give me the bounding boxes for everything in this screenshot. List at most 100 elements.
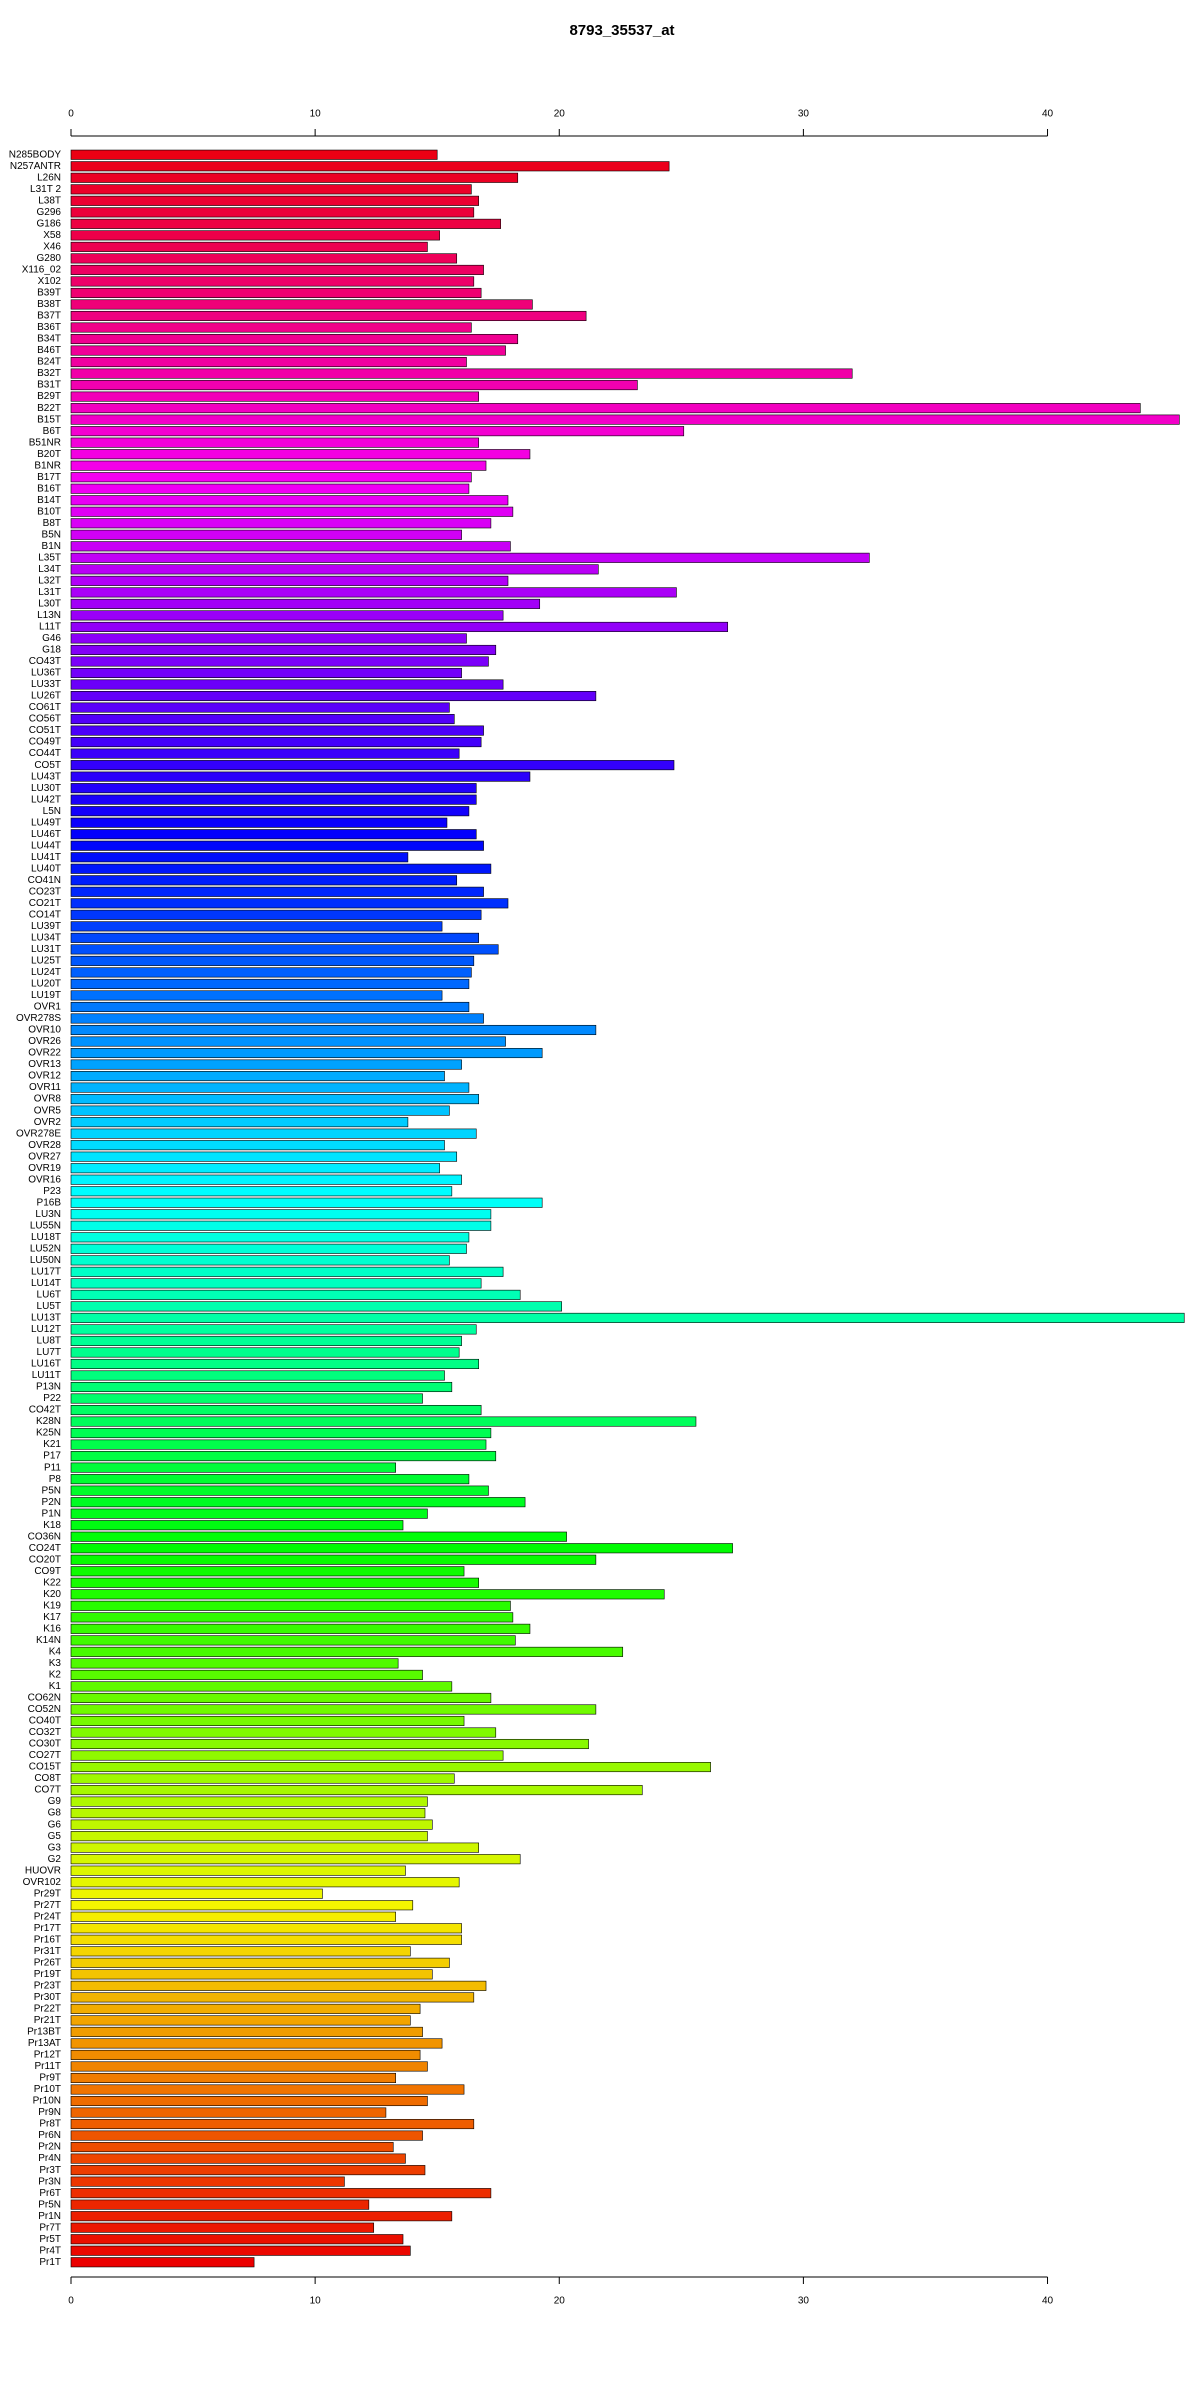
y-tick-label: CO61T xyxy=(29,702,61,713)
y-tick-label: B1NR xyxy=(34,460,61,471)
bar xyxy=(70,1692,492,1703)
y-tick-label: P11 xyxy=(44,1462,61,1473)
y-tick-label: B29T xyxy=(37,391,61,402)
bar xyxy=(70,541,511,552)
y-tick-label: G18 xyxy=(42,645,61,656)
y-tick-label: Pr9T xyxy=(39,2073,61,2084)
y-tick-label: Pr1T xyxy=(39,2257,61,2268)
bar xyxy=(70,909,482,920)
y-tick-label: G3 xyxy=(48,1842,62,1853)
y-tick-label: OVR5 xyxy=(34,1105,62,1116)
bar xyxy=(70,1301,563,1312)
y-tick-label: L35T xyxy=(38,552,61,563)
y-tick-label: Pr13AT xyxy=(28,2038,61,2049)
bar xyxy=(70,2015,411,2026)
bar xyxy=(70,1681,453,1692)
y-tick-label: Pr29T xyxy=(34,1888,61,1899)
bar xyxy=(70,1001,470,1012)
y-tick-label: Pr10N xyxy=(33,2096,61,2107)
bar xyxy=(70,1416,697,1427)
x-tick-label: 40 xyxy=(1042,109,1054,120)
y-tick-label: Pr17T xyxy=(34,1923,61,1934)
bar xyxy=(70,1854,521,1865)
bar xyxy=(70,483,470,494)
y-tick-label: P2N xyxy=(42,1497,61,1508)
y-tick-label: CO42T xyxy=(29,1405,61,1416)
bar xyxy=(70,1715,465,1726)
bar xyxy=(70,990,443,1001)
bar xyxy=(70,1554,597,1565)
y-tick-label: G8 xyxy=(48,1808,62,1819)
bar xyxy=(70,310,587,322)
y-tick-label: CO23T xyxy=(29,886,61,897)
y-tick-label: Pr2N xyxy=(38,2142,61,2153)
y-tick-label: Pr9N xyxy=(38,2107,61,2118)
y-tick-label: CO51T xyxy=(29,725,61,736)
y-tick-label: Pr30T xyxy=(34,1992,61,2003)
y-tick-label: L32T xyxy=(38,576,61,587)
bar xyxy=(70,1243,467,1254)
bar xyxy=(70,2176,345,2187)
y-tick-label: LU11T xyxy=(32,1370,61,1381)
y-tick-label: LU39T xyxy=(31,921,61,932)
y-tick-label: OVR28 xyxy=(28,1140,61,1151)
y-tick-label: OVR13 xyxy=(28,1059,61,1070)
bar xyxy=(70,195,479,206)
y-tick-label: CO52N xyxy=(28,1704,61,1715)
bar xyxy=(70,1785,643,1796)
y-tick-label: Pr1N xyxy=(38,2211,61,2222)
bar xyxy=(70,1566,465,1577)
y-tick-label: CO62N xyxy=(28,1693,61,1704)
y-tick-label: L30T xyxy=(38,599,61,610)
bar xyxy=(70,460,487,471)
y-tick-label: CO27T xyxy=(29,1750,61,1761)
bar xyxy=(70,1036,506,1047)
y-tick-label: LU7T xyxy=(37,1347,61,1358)
y-tick-label: G280 xyxy=(37,253,62,264)
bar xyxy=(70,1439,487,1450)
bar xyxy=(70,1589,665,1600)
bar xyxy=(70,1750,504,1761)
y-tick-label: B22T xyxy=(37,403,61,414)
y-tick-label: P22 xyxy=(43,1393,61,1404)
bar xyxy=(70,679,504,690)
y-tick-label: B6T xyxy=(43,426,61,437)
y-tick-label: LU16T xyxy=(31,1359,61,1370)
bar xyxy=(70,840,484,851)
bar xyxy=(70,633,467,644)
bar xyxy=(70,725,484,736)
y-tick-label: G5 xyxy=(48,1831,62,1842)
bar xyxy=(70,241,428,252)
y-tick-label: LU20T xyxy=(31,979,61,990)
y-tick-label: LU26T xyxy=(31,691,61,702)
bar xyxy=(70,506,514,517)
bar xyxy=(70,2026,423,2037)
y-tick-label: Pr21T xyxy=(34,2015,61,2026)
y-tick-label: L31T xyxy=(38,587,61,598)
bar xyxy=(70,264,484,275)
y-tick-label: B32T xyxy=(37,368,61,379)
y-tick-label: CO21T xyxy=(29,898,61,909)
bar xyxy=(70,1105,450,1116)
bar xyxy=(70,161,670,172)
bar xyxy=(70,1451,497,1462)
y-tick-label: B20T xyxy=(37,449,61,460)
bar xyxy=(70,575,509,586)
y-tick-label: CO8T xyxy=(34,1773,61,1784)
y-tick-label: B39T xyxy=(37,288,61,299)
bar xyxy=(70,172,519,183)
bar xyxy=(70,1842,479,1853)
y-tick-label: LU14T xyxy=(31,1278,61,1289)
bar xyxy=(70,1923,462,1934)
y-tick-label: K21 xyxy=(43,1439,61,1450)
bar xyxy=(70,656,489,667)
y-tick-label: X58 xyxy=(43,230,61,241)
y-tick-label: CO36N xyxy=(28,1531,61,1542)
bar xyxy=(70,1324,477,1335)
bar xyxy=(70,2130,423,2141)
y-tick-label: Pr5N xyxy=(38,2199,61,2210)
bar xyxy=(70,667,462,679)
bar xyxy=(70,1462,396,1473)
y-tick-label: Pr22T xyxy=(34,2004,61,2015)
